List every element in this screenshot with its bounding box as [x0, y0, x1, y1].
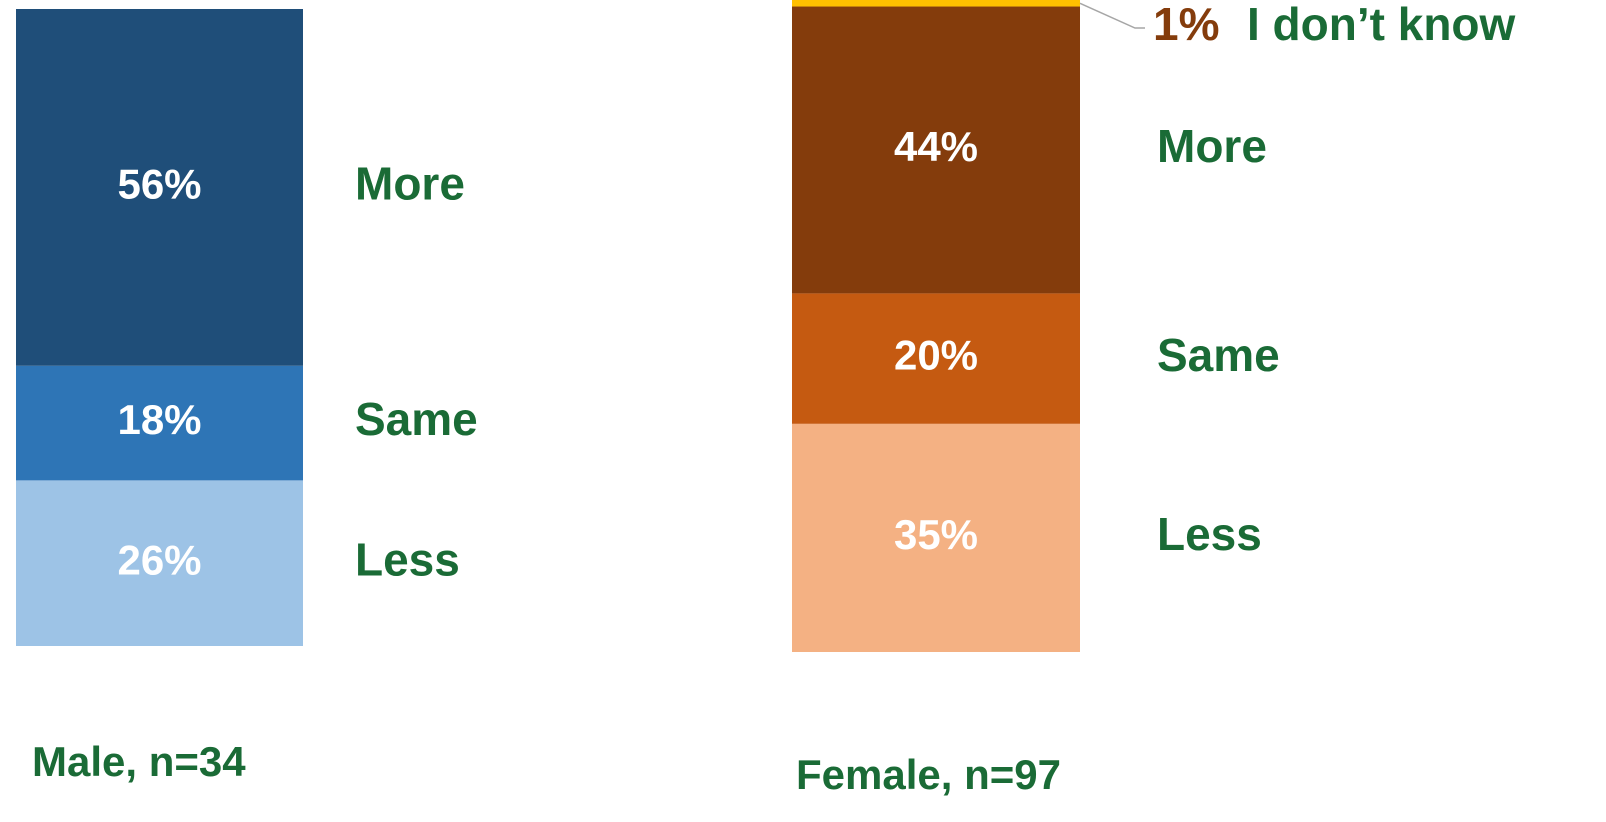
- value-label: 18%: [117, 396, 201, 443]
- segment-name: Same: [1157, 329, 1280, 381]
- value-label: 35%: [894, 511, 978, 558]
- value-label: 1%: [1153, 0, 1219, 50]
- bar-segment: [16, 480, 303, 646]
- bar-segment: [792, 0, 1080, 7]
- segment-name: Same: [355, 393, 478, 445]
- category-label: Male, n=34: [32, 738, 246, 785]
- category-label: Female, n=97: [796, 751, 1061, 798]
- value-label: 44%: [894, 123, 978, 170]
- bar-segment: [792, 293, 1080, 424]
- segment-name: I don’t know: [1247, 0, 1516, 50]
- segment-name: More: [1157, 120, 1267, 172]
- value-label: 26%: [117, 536, 201, 583]
- leader-line: [1079, 2, 1145, 29]
- value-label: 56%: [117, 160, 201, 207]
- bar-segment: [792, 6, 1080, 294]
- bar-segment: [792, 423, 1080, 652]
- segment-name: Less: [1157, 508, 1262, 560]
- segment-name: Less: [355, 533, 460, 585]
- bar-segment: [16, 9, 303, 366]
- segment-name: More: [355, 158, 465, 210]
- bar-segment: [16, 365, 303, 481]
- value-label: 20%: [894, 332, 978, 379]
